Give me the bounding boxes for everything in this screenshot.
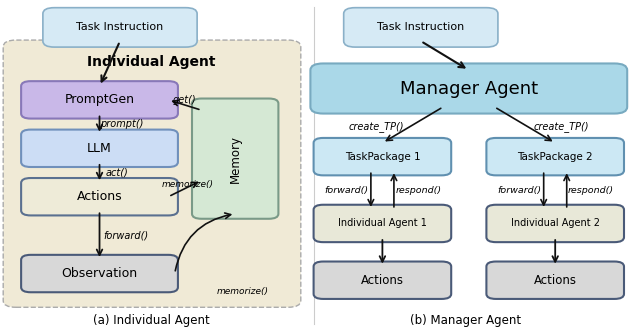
Text: Observation: Observation	[61, 267, 138, 280]
FancyBboxPatch shape	[314, 262, 451, 299]
Text: TaskPackage 2: TaskPackage 2	[517, 152, 593, 162]
Text: LLM: LLM	[87, 142, 112, 155]
Text: Individual Agent 2: Individual Agent 2	[511, 218, 600, 228]
Text: PromptGen: PromptGen	[65, 94, 134, 106]
Text: memorize(): memorize()	[216, 288, 268, 296]
Text: (b) Manager Agent: (b) Manager Agent	[410, 314, 522, 327]
FancyBboxPatch shape	[3, 40, 301, 307]
FancyBboxPatch shape	[21, 178, 178, 215]
FancyBboxPatch shape	[310, 63, 627, 114]
FancyBboxPatch shape	[43, 8, 197, 47]
FancyBboxPatch shape	[486, 205, 624, 242]
Text: Actions: Actions	[77, 190, 122, 203]
Text: act(): act()	[106, 168, 129, 177]
FancyBboxPatch shape	[344, 8, 498, 47]
Text: Actions: Actions	[361, 274, 404, 287]
FancyBboxPatch shape	[21, 81, 178, 119]
Text: create_TP(): create_TP()	[348, 122, 404, 132]
Text: forward(): forward()	[497, 186, 541, 194]
Text: get(): get()	[173, 95, 196, 105]
FancyBboxPatch shape	[21, 255, 178, 292]
Text: Individual Agent: Individual Agent	[88, 55, 216, 69]
Text: respond(): respond()	[568, 186, 614, 194]
Text: prompt(): prompt()	[100, 119, 143, 129]
Text: Individual Agent 1: Individual Agent 1	[338, 218, 427, 228]
Text: Manager Agent: Manager Agent	[400, 79, 538, 98]
Text: Actions: Actions	[534, 274, 577, 287]
FancyBboxPatch shape	[314, 205, 451, 242]
FancyBboxPatch shape	[486, 262, 624, 299]
Text: forward(): forward()	[104, 230, 149, 240]
Text: Task Instruction: Task Instruction	[377, 22, 465, 32]
FancyBboxPatch shape	[192, 99, 278, 219]
Text: respond(): respond()	[395, 186, 442, 194]
Text: Task Instruction: Task Instruction	[76, 22, 164, 32]
FancyBboxPatch shape	[314, 138, 451, 175]
Text: Memory: Memory	[228, 135, 242, 183]
Text: (a) Individual Agent: (a) Individual Agent	[93, 314, 210, 327]
FancyBboxPatch shape	[486, 138, 624, 175]
FancyBboxPatch shape	[21, 130, 178, 167]
Text: TaskPackage 1: TaskPackage 1	[344, 152, 420, 162]
Text: create_TP(): create_TP()	[534, 122, 589, 132]
Text: forward(): forward()	[324, 186, 369, 194]
Text: memorize(): memorize()	[162, 180, 214, 188]
